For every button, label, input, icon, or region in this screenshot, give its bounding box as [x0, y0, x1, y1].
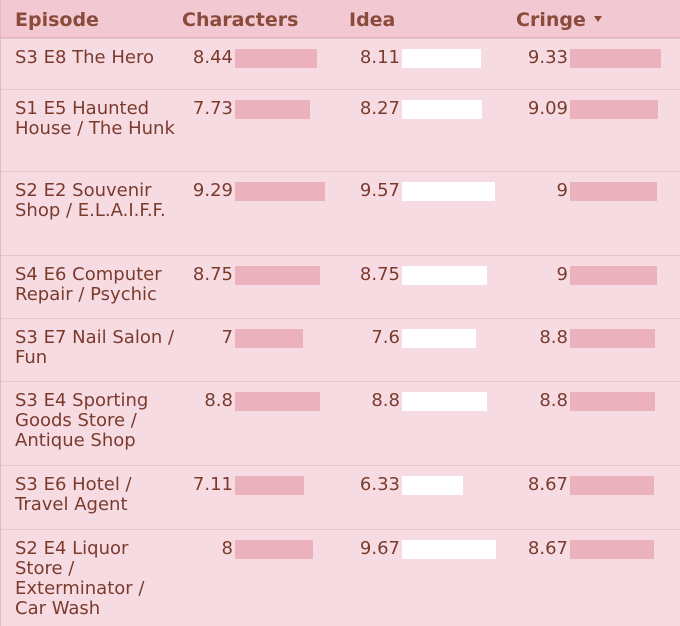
cringe-cell: 8.67 — [508, 475, 568, 495]
episode-name: S3 E8 The Hero — [15, 47, 154, 68]
idea-cell: 7.6 — [340, 328, 400, 348]
cringe-bar — [570, 182, 657, 201]
cringe-value: 9 — [556, 180, 568, 201]
table-row: S3 E7 Nail Salon / Fun 7 7.6 8.8 — [1, 318, 680, 381]
table-row: S3 E8 The Hero 8.44 8.11 9.33 — [1, 38, 680, 89]
cringe-cell: 9.09 — [508, 99, 568, 119]
cringe-cell: 8.8 — [508, 328, 568, 348]
idea-bar — [402, 100, 482, 119]
episode-name: S3 E7 Nail Salon / Fun — [15, 327, 175, 368]
characters-bar — [235, 392, 320, 411]
characters-cell: 8.75 — [173, 265, 233, 285]
cringe-value: 9.33 — [527, 47, 568, 68]
characters-cell: 7 — [173, 328, 233, 348]
characters-value: 7 — [221, 327, 233, 348]
episode-name: S3 E6 Hotel / Travel Agent — [15, 474, 132, 515]
cringe-bar — [570, 329, 655, 348]
table-row: S2 E2 Souvenir Shop / E.L.A.I.F.F. 9.29 9.… — [1, 171, 680, 255]
characters-cell: 8 — [173, 539, 233, 559]
idea-value: 8.8 — [371, 390, 400, 411]
idea-value: 7.6 — [371, 327, 400, 348]
characters-bar — [235, 100, 310, 119]
table-header: Episode Characters Idea Cringe — [1, 0, 680, 38]
characters-value: 8.44 — [192, 47, 233, 68]
cringe-cell: 9 — [508, 265, 568, 285]
column-header-idea[interactable]: Idea — [349, 9, 396, 31]
episode-name: S4 E6 Computer Repair / Psychic — [15, 264, 162, 305]
table-row: S1 E5 Haunted House / The Hunk 7.73 8.27 9.… — [1, 89, 680, 171]
characters-value: 8.75 — [192, 264, 233, 285]
idea-value: 9.57 — [359, 180, 400, 201]
characters-cell: 9.29 — [173, 181, 233, 201]
characters-bar — [235, 540, 313, 559]
idea-bar — [402, 49, 481, 68]
characters-bar — [235, 182, 325, 201]
episode-name: S3 E4 Sporting Goods Store / Antique Sho… — [15, 390, 149, 451]
idea-bar — [402, 266, 487, 285]
table-row: S4 E6 Computer Repair / Psychic 8.75 8.75 9 — [1, 255, 680, 318]
idea-cell: 8.27 — [340, 99, 400, 119]
idea-bar — [402, 329, 476, 348]
idea-cell: 8.11 — [340, 48, 400, 68]
idea-bar — [402, 540, 496, 559]
characters-cell: 8.8 — [173, 391, 233, 411]
cringe-bar — [570, 266, 657, 285]
idea-value: 8.27 — [359, 98, 400, 119]
column-header-cringe[interactable]: Cringe — [516, 9, 602, 31]
idea-cell: 9.67 — [340, 539, 400, 559]
cringe-cell: 8.67 — [508, 539, 568, 559]
cringe-cell: 8.8 — [508, 391, 568, 411]
characters-bar — [235, 476, 304, 495]
cringe-cell: 9.33 — [508, 48, 568, 68]
idea-cell: 8.8 — [340, 391, 400, 411]
idea-bar — [402, 392, 487, 411]
idea-value: 9.67 — [359, 538, 400, 559]
caret-down-icon — [593, 16, 602, 22]
cringe-cell: 9 — [508, 181, 568, 201]
characters-bar — [235, 329, 303, 348]
characters-cell: 7.11 — [173, 475, 233, 495]
table-row: S2 E4 Liquor Store / Exterminator / Car … — [1, 529, 680, 626]
column-header-cringe-label: Cringe — [516, 9, 586, 31]
characters-bar — [235, 49, 317, 68]
cringe-value: 8.8 — [539, 390, 568, 411]
episode-name: S2 E4 Liquor Store / Exterminator / Car … — [15, 538, 145, 619]
characters-value: 7.73 — [192, 98, 233, 119]
column-header-episode[interactable]: Episode — [15, 9, 99, 31]
episode-name: S1 E5 Haunted House / The Hunk — [15, 98, 175, 139]
cringe-value: 9.09 — [527, 98, 568, 119]
cringe-bar — [570, 392, 655, 411]
column-header-characters[interactable]: Characters — [182, 9, 299, 31]
idea-value: 6.33 — [359, 474, 400, 495]
cringe-bar — [570, 100, 658, 119]
characters-value: 8.8 — [204, 390, 233, 411]
characters-value: 9.29 — [192, 180, 233, 201]
idea-value: 8.75 — [359, 264, 400, 285]
idea-cell: 6.33 — [340, 475, 400, 495]
cringe-value: 8.67 — [527, 538, 568, 559]
idea-bar — [402, 476, 463, 495]
cringe-value: 8.8 — [539, 327, 568, 348]
idea-cell: 8.75 — [340, 265, 400, 285]
table-row: S3 E6 Hotel / Travel Agent 7.11 6.33 8.67 — [1, 465, 680, 529]
idea-cell: 9.57 — [340, 181, 400, 201]
episode-name: S2 E2 Souvenir Shop / E.L.A.I.F.F. — [15, 180, 166, 221]
cringe-bar — [570, 49, 661, 68]
cringe-bar — [570, 476, 654, 495]
characters-cell: 7.73 — [173, 99, 233, 119]
idea-bar — [402, 182, 495, 201]
cringe-value: 8.67 — [527, 474, 568, 495]
characters-bar — [235, 266, 320, 285]
characters-value: 7.11 — [192, 474, 233, 495]
cringe-value: 9 — [556, 264, 568, 285]
characters-value: 8 — [221, 538, 233, 559]
cringe-bar — [570, 540, 654, 559]
characters-cell: 8.44 — [173, 48, 233, 68]
idea-value: 8.11 — [359, 47, 400, 68]
table-row: S3 E4 Sporting Goods Store / Antique Sho… — [1, 381, 680, 465]
